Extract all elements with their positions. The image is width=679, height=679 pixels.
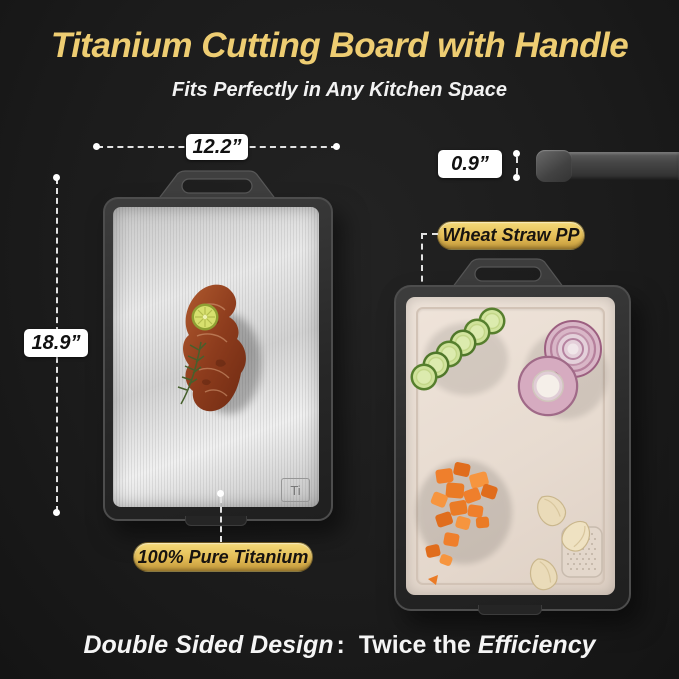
steak-photo <box>177 284 261 414</box>
page-subtitle: Fits Perfectly in Any Kitchen Space <box>172 79 507 101</box>
titanium-callout-line <box>220 497 222 542</box>
width-dimension-label: 12.2” <box>186 134 248 160</box>
footer-result-plain: Twice the <box>358 631 478 659</box>
garlic-cloves <box>529 495 591 591</box>
diced-carrots <box>416 460 512 585</box>
footer-design-label: Double Sided Design <box>83 631 334 659</box>
red-onion-rings <box>517 320 608 419</box>
board-side-view-end-cap <box>536 150 572 182</box>
cucumber-slices <box>410 307 508 395</box>
ti-logo-badge: Ti <box>281 478 310 502</box>
wheat-board-handle <box>450 258 566 289</box>
wheat-board-foot <box>478 605 542 615</box>
height-dimension-dot-top <box>53 174 60 181</box>
titanium-board-foot <box>185 516 247 526</box>
footer-colon: : <box>336 631 345 659</box>
height-dimension-label: 18.9” <box>24 329 88 357</box>
width-dimension-dot-right <box>333 143 340 150</box>
width-dimension-dot-left <box>93 143 100 150</box>
thickness-dot-top <box>513 150 520 157</box>
titanium-board-handle <box>155 170 279 202</box>
wheat-material-pill: Wheat Straw PP <box>437 221 585 250</box>
titanium-callout-dot <box>217 490 224 497</box>
wheat-board-food <box>410 307 608 591</box>
height-dimension-dot-bottom <box>53 509 60 516</box>
titanium-material-pill: 100% Pure Titanium <box>133 542 313 572</box>
thickness-dimension-label: 0.9” <box>438 150 502 178</box>
page-title: Titanium Cutting Board with Handle <box>50 26 629 65</box>
rosemary-sprig <box>177 341 207 405</box>
thickness-dot-bottom <box>513 174 520 181</box>
footer-tagline: Double Sided Design: Twice the Efficiency <box>0 631 679 660</box>
wheat-callout-line-h <box>421 233 438 235</box>
wheat-board-juice-groove <box>416 307 605 585</box>
footer-result-italic: Efficiency <box>477 631 596 659</box>
wheat-callout-line-v <box>421 233 423 303</box>
thickness-dimension-line <box>516 157 518 174</box>
lime-slice <box>191 303 219 331</box>
